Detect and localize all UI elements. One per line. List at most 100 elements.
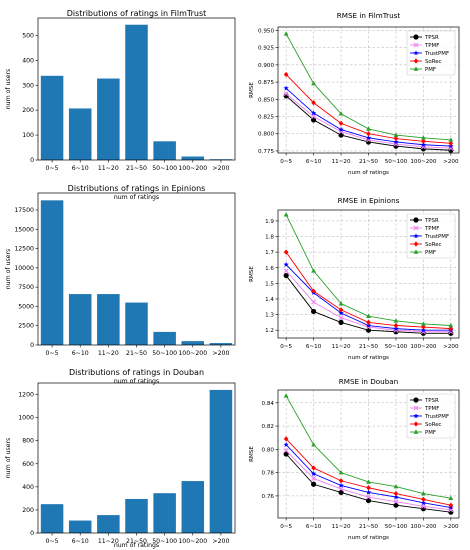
series-point-SoRec [283, 249, 289, 255]
y-tick-label: 1.9 [265, 219, 274, 225]
x-tick-label: 100~200 [178, 165, 207, 172]
x-tick-label: 6~10 [306, 524, 322, 530]
plot-frame [277, 389, 460, 519]
plot-frame [277, 26, 460, 154]
bar-chart-2: Distributions of ratings in Epinions 0 250… [5, 184, 236, 385]
line-chart-3: RMSE in Epinions 1.2 1.3 1.4 1.5 1.6 1.7 1.8 1.9… [249, 196, 460, 361]
y-tick-label: 1.4 [265, 297, 274, 303]
series-point-SoRec [283, 71, 289, 78]
series-point-TrustPMF [338, 310, 344, 316]
bar-11~20 [97, 78, 120, 160]
bar-11~20 [97, 294, 120, 345]
y-tick-label: 100 [22, 132, 34, 139]
x-tick-label: 50~100 [385, 344, 408, 350]
series-point-SoRec [338, 120, 344, 126]
series-point-TPSR [283, 272, 289, 279]
series-point-TPSR [365, 497, 372, 504]
x-tick-label: 21~50 [126, 350, 147, 357]
series-point-TrustPMF [393, 494, 399, 500]
bar-0~5 [40, 75, 64, 160]
series-point-SoRec [421, 496, 426, 502]
legend-label: TPSR [424, 218, 439, 224]
plot-frame [37, 192, 236, 346]
series-point-TrustPMF [365, 322, 372, 328]
y-tick-label: 17500 [14, 207, 34, 214]
x-tick-label: 50~100 [385, 524, 408, 530]
legend-marker [413, 405, 419, 411]
series-point-TPSR [338, 319, 344, 325]
bar->200 [209, 389, 233, 533]
bar-21~50 [125, 302, 148, 345]
series-point-SoRec [366, 319, 371, 325]
legend-marker [413, 421, 419, 427]
legend-label: TPMF [424, 43, 439, 49]
y-tick-label: 500 [22, 32, 34, 39]
y-tick-label: 0.800 [258, 132, 274, 138]
series-point-TPSR [310, 481, 317, 487]
x-tick-label: >200 [212, 350, 229, 357]
series-point-TrustPMF [365, 135, 372, 141]
x-tick-label: 6~10 [306, 159, 322, 165]
series-point-PMF [366, 479, 371, 484]
y-tick-label: 0.78 [262, 471, 275, 477]
legend-label: TrustPMF [424, 414, 449, 420]
series-point-SoRec [311, 288, 316, 294]
series-point-PMF [338, 111, 344, 116]
y-axis-label: RMSE [249, 446, 255, 462]
x-tick-label: >200 [443, 524, 459, 530]
bar-100~200 [181, 156, 205, 160]
bar-50~100 [153, 331, 176, 345]
legend-label: TrustPMF [424, 51, 449, 57]
series-point-TPMF [311, 114, 316, 119]
series-point-TPSR [310, 117, 317, 123]
series-point-SoRec [421, 138, 426, 144]
series-point-PMF [448, 495, 454, 501]
series-point-PMF [311, 442, 316, 447]
legend-label: SoRec [425, 422, 442, 428]
x-tick-label: 50~100 [385, 159, 408, 165]
y-tick-label: 1.2 [265, 328, 274, 334]
x-tick-label: >200 [443, 159, 459, 165]
series-point-TrustPMF [283, 85, 289, 91]
x-tick-label: 6~10 [72, 350, 89, 357]
y-tick-label: 0.76 [262, 494, 275, 500]
x-tick-label: 100~200 [178, 350, 207, 357]
legend-label: TPMF [424, 226, 439, 232]
series-point-PMF [338, 301, 344, 306]
y-tick-label: 5000 [18, 303, 34, 310]
bar-6~10 [68, 294, 92, 345]
series-point-TPMF [366, 494, 371, 500]
x-axis-label: num of ratings [114, 542, 159, 549]
x-tick-label: 100~200 [410, 524, 436, 530]
chart-title: Distributions of ratings in Douban [69, 368, 204, 377]
series-point-SoRec [393, 135, 399, 142]
y-tick-label: 0 [30, 157, 34, 164]
y-tick-label: 0.950 [258, 28, 274, 34]
y-tick-label: 200 [22, 107, 34, 114]
series-point-SoRec [393, 322, 399, 329]
series-point-PMF [393, 318, 399, 323]
series-point-PMF [448, 137, 454, 142]
series-point-TrustPMF [283, 441, 289, 447]
series-point-TrustPMF [420, 327, 427, 333]
series-point-TPMF [448, 145, 454, 151]
bar-11~20 [97, 515, 120, 533]
y-axis-label: RMSE [249, 82, 255, 98]
series-point-SoRec [448, 502, 454, 508]
x-tick-label: >200 [212, 165, 229, 172]
series-point-TPMF [421, 144, 426, 150]
chart-title: Distributions of ratings in Epinions [68, 184, 206, 193]
series-point-SoRec [421, 324, 426, 330]
x-tick-label: 50~100 [152, 350, 177, 357]
y-tick-label: 400 [22, 484, 34, 491]
line-chart-1: RMSE in FilmTrust 0.775 0.800 0.825 0.850 0.8… [249, 11, 460, 176]
y-tick-label: 0 [30, 530, 34, 537]
bar-50~100 [153, 493, 176, 533]
x-tick-label: 11~20 [332, 159, 351, 165]
x-tick-label: 6~10 [72, 538, 89, 545]
series-point-SoRec [366, 485, 371, 491]
y-tick-label: 7500 [18, 284, 34, 291]
y-tick-label: 1.8 [265, 235, 274, 241]
series-point-SoRec [311, 100, 316, 106]
series-point-TPMF [366, 137, 371, 143]
